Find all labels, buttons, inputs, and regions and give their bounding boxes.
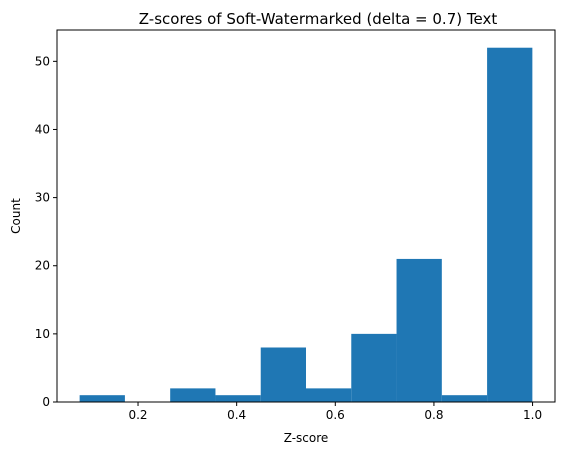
- histogram-bar: [306, 388, 352, 402]
- y-tick-label: 0: [42, 395, 50, 409]
- y-tick-label: 50: [35, 54, 50, 68]
- y-axis-ticks: 0 10 20 30 40 50: [35, 54, 57, 409]
- y-tick-label: 10: [35, 327, 50, 341]
- y-tick-label: 40: [35, 122, 50, 136]
- histogram-bar: [260, 347, 306, 402]
- x-tick-label: 0.2: [128, 408, 147, 422]
- histogram-bar: [79, 395, 125, 402]
- plot-frame: [56, 29, 556, 403]
- histogram-bar: [170, 388, 216, 402]
- x-tick-label: 0.8: [424, 408, 443, 422]
- histogram-bar: [396, 258, 442, 402]
- x-tick-label: 0.4: [227, 408, 246, 422]
- y-tick-label: 30: [35, 191, 50, 205]
- y-axis-label: Count: [9, 198, 23, 234]
- x-axis-label: Z-score: [284, 431, 329, 445]
- histogram-bar: [351, 333, 397, 402]
- bars-group: [79, 47, 533, 402]
- x-axis-ticks: 0.2 0.4 0.6 0.8 1.0: [128, 402, 542, 422]
- histogram-bar: [215, 395, 261, 402]
- x-tick-label: 1.0: [523, 408, 542, 422]
- chart-title: Z-scores of Soft-Watermarked (delta = 0.…: [139, 10, 498, 28]
- y-tick-label: 20: [35, 259, 50, 273]
- histogram-bar: [441, 395, 488, 402]
- x-tick-label: 0.6: [326, 408, 345, 422]
- histogram-bar: [487, 47, 533, 402]
